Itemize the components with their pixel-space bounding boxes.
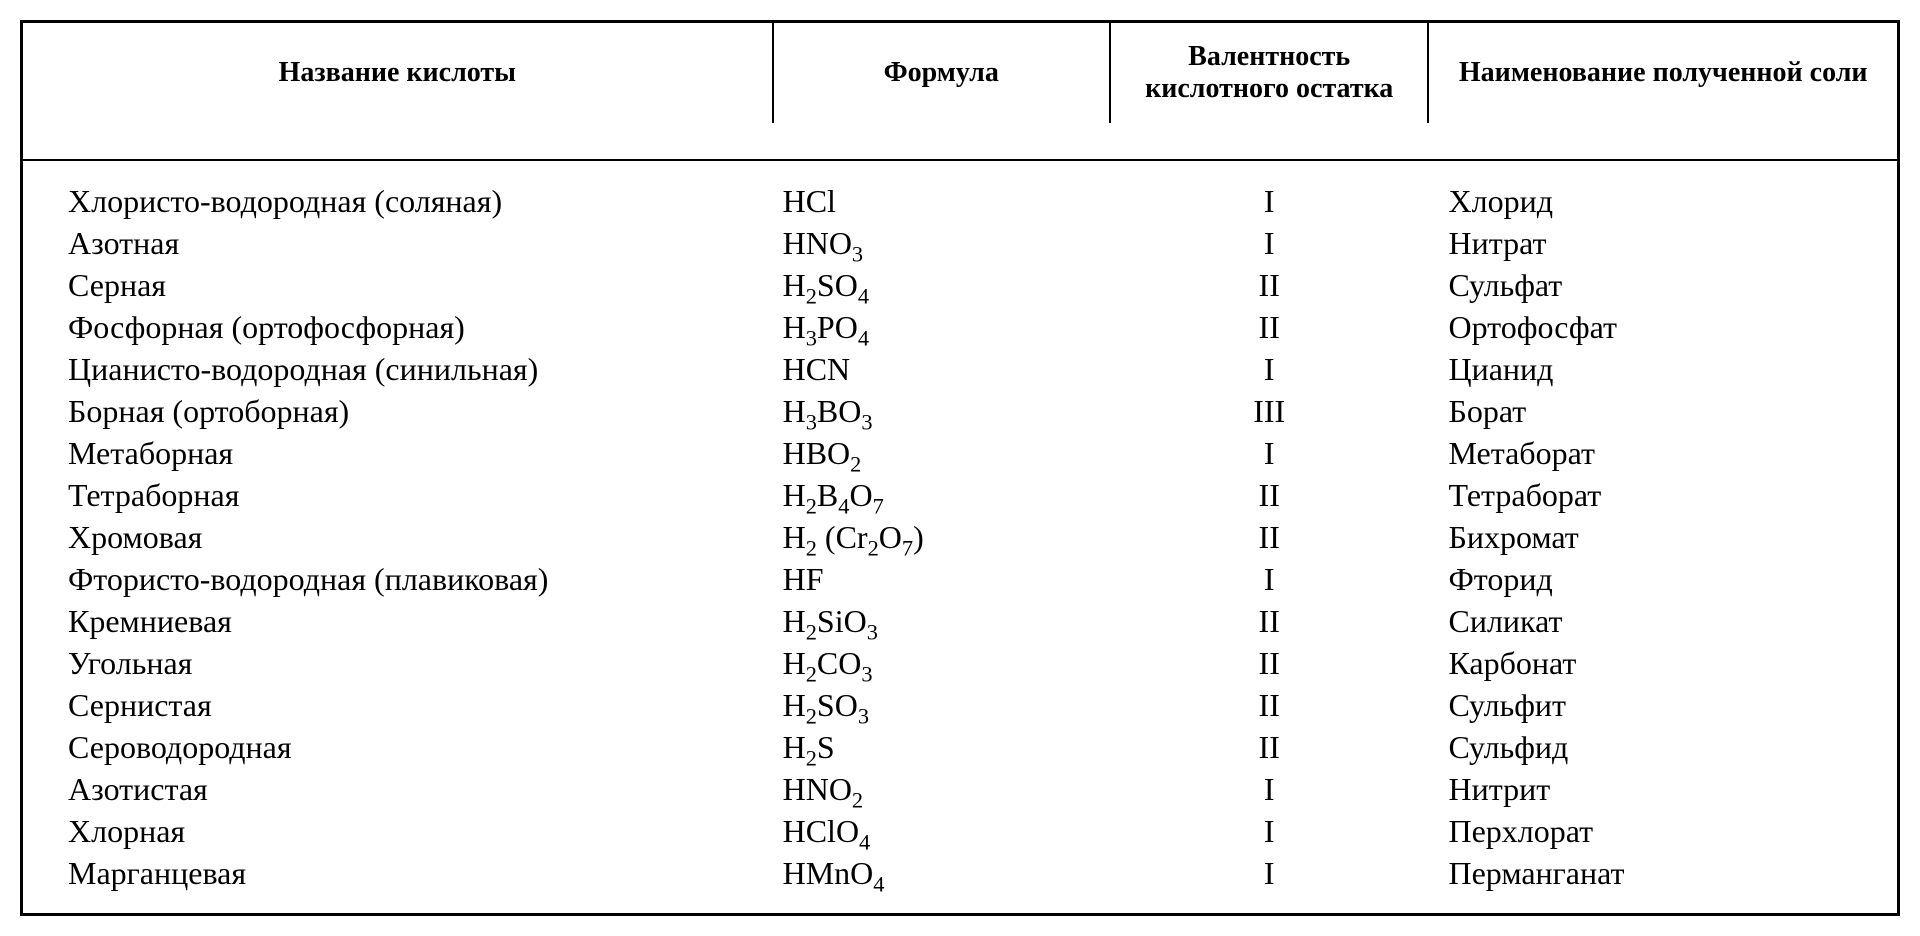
table-header: Название кислоты Формула Валентность кис… xyxy=(23,23,1897,160)
cell-salt-name: Силикат xyxy=(1428,600,1897,642)
cell-valence: I xyxy=(1110,810,1429,852)
header-formula: Формула xyxy=(773,23,1110,123)
cell-acid-name: Метаборная xyxy=(23,432,773,474)
cell-formula: HCl xyxy=(773,160,1110,222)
cell-formula: H3PO4 xyxy=(773,306,1110,348)
cell-salt-name: Метаборат xyxy=(1428,432,1897,474)
cell-valence: II xyxy=(1110,726,1429,768)
cell-salt-name: Цианид xyxy=(1428,348,1897,390)
header-separator xyxy=(23,123,1897,160)
cell-acid-name: Борная (ортоборная) xyxy=(23,390,773,432)
cell-salt-name: Перманганат xyxy=(1428,852,1897,913)
cell-valence: I xyxy=(1110,222,1429,264)
cell-valence: I xyxy=(1110,558,1429,600)
cell-formula: HBO2 xyxy=(773,432,1110,474)
cell-salt-name: Сульфат xyxy=(1428,264,1897,306)
table-row: Фосфорная (ортофосфорная)H3PO4IIОртофосф… xyxy=(23,306,1897,348)
acids-table-container: Название кислоты Формула Валентность кис… xyxy=(20,20,1900,916)
cell-salt-name: Фторид xyxy=(1428,558,1897,600)
cell-acid-name: Серная xyxy=(23,264,773,306)
table-row: КремниеваяH2SiO3IIСиликат xyxy=(23,600,1897,642)
cell-formula: H2CO3 xyxy=(773,642,1110,684)
cell-salt-name: Нитрат xyxy=(1428,222,1897,264)
table-row: СернистаяH2SO3IIСульфит xyxy=(23,684,1897,726)
cell-valence: I xyxy=(1110,348,1429,390)
table-row: СероводороднаяH2SIIСульфид xyxy=(23,726,1897,768)
header-salt: Наименование полученной соли xyxy=(1428,23,1897,123)
header-valence: Валентность кислотного остатка xyxy=(1110,23,1429,123)
cell-valence: II xyxy=(1110,264,1429,306)
acids-table: Название кислоты Формула Валентность кис… xyxy=(23,23,1897,913)
table-row: УгольнаяH2CO3IIКарбонат xyxy=(23,642,1897,684)
table-row: Цианисто-водородная (синильная)HCNIЦиани… xyxy=(23,348,1897,390)
cell-valence: II xyxy=(1110,600,1429,642)
cell-formula: H2SO4 xyxy=(773,264,1110,306)
table-row: Борная (ортоборная)H3BO3IIIБорат xyxy=(23,390,1897,432)
cell-formula: HNO2 xyxy=(773,768,1110,810)
cell-acid-name: Марганцевая xyxy=(23,852,773,913)
table-row: СернаяH2SO4IIСульфат xyxy=(23,264,1897,306)
cell-formula: H2S xyxy=(773,726,1110,768)
table-row: Хлористо-водородная (соляная)HClIХлорид xyxy=(23,160,1897,222)
cell-acid-name: Азотистая xyxy=(23,768,773,810)
table-row: Фтористо-водородная (плавиковая)HFIФтори… xyxy=(23,558,1897,600)
cell-formula: H2B4O7 xyxy=(773,474,1110,516)
cell-valence: II xyxy=(1110,474,1429,516)
cell-salt-name: Хлорид xyxy=(1428,160,1897,222)
cell-acid-name: Хлористо-водородная (соляная) xyxy=(23,160,773,222)
cell-acid-name: Фтористо-водородная (плавиковая) xyxy=(23,558,773,600)
cell-valence: I xyxy=(1110,768,1429,810)
cell-acid-name: Азотная xyxy=(23,222,773,264)
cell-acid-name: Сероводородная xyxy=(23,726,773,768)
cell-formula: H3BO3 xyxy=(773,390,1110,432)
header-name: Название кислоты xyxy=(23,23,773,123)
cell-acid-name: Угольная xyxy=(23,642,773,684)
cell-valence: II xyxy=(1110,642,1429,684)
cell-acid-name: Цианисто-водородная (синильная) xyxy=(23,348,773,390)
cell-acid-name: Тетраборная xyxy=(23,474,773,516)
cell-valence: I xyxy=(1110,852,1429,913)
cell-valence: II xyxy=(1110,306,1429,348)
cell-salt-name: Нитрит xyxy=(1428,768,1897,810)
cell-formula: HNO3 xyxy=(773,222,1110,264)
cell-formula: HMnO4 xyxy=(773,852,1110,913)
table-row: ТетраборнаяH2B4O7IIТетраборат xyxy=(23,474,1897,516)
table-row: МарганцеваяHMnO4IПерманганат xyxy=(23,852,1897,913)
table-row: АзотистаяHNO2IНитрит xyxy=(23,768,1897,810)
table-row: ХлорнаяHClO4IПерхлорат xyxy=(23,810,1897,852)
cell-salt-name: Сульфит xyxy=(1428,684,1897,726)
cell-salt-name: Тетраборат xyxy=(1428,474,1897,516)
cell-formula: H2SiO3 xyxy=(773,600,1110,642)
cell-salt-name: Бихромат xyxy=(1428,516,1897,558)
cell-formula: HCN xyxy=(773,348,1110,390)
cell-acid-name: Сернистая xyxy=(23,684,773,726)
cell-formula: HClO4 xyxy=(773,810,1110,852)
cell-salt-name: Сульфид xyxy=(1428,726,1897,768)
cell-formula: H2SO3 xyxy=(773,684,1110,726)
cell-valence: III xyxy=(1110,390,1429,432)
cell-valence: I xyxy=(1110,160,1429,222)
cell-salt-name: Карбонат xyxy=(1428,642,1897,684)
cell-acid-name: Кремниевая xyxy=(23,600,773,642)
table-body: Хлористо-водородная (соляная)HClIХлоридА… xyxy=(23,160,1897,913)
cell-salt-name: Борат xyxy=(1428,390,1897,432)
cell-acid-name: Хромовая xyxy=(23,516,773,558)
cell-valence: I xyxy=(1110,432,1429,474)
table-row: ХромоваяH2 (Cr2O7)IIБихромат xyxy=(23,516,1897,558)
cell-acid-name: Хлорная xyxy=(23,810,773,852)
cell-acid-name: Фосфорная (ортофосфорная) xyxy=(23,306,773,348)
table-row: АзотнаяHNO3IНитрат xyxy=(23,222,1897,264)
cell-salt-name: Перхлорат xyxy=(1428,810,1897,852)
header-row: Название кислоты Формула Валентность кис… xyxy=(23,23,1897,123)
cell-valence: II xyxy=(1110,684,1429,726)
cell-salt-name: Ортофосфат xyxy=(1428,306,1897,348)
cell-valence: II xyxy=(1110,516,1429,558)
cell-formula: H2 (Cr2O7) xyxy=(773,516,1110,558)
table-row: МетаборнаяHBO2IМетаборат xyxy=(23,432,1897,474)
cell-formula: HF xyxy=(773,558,1110,600)
